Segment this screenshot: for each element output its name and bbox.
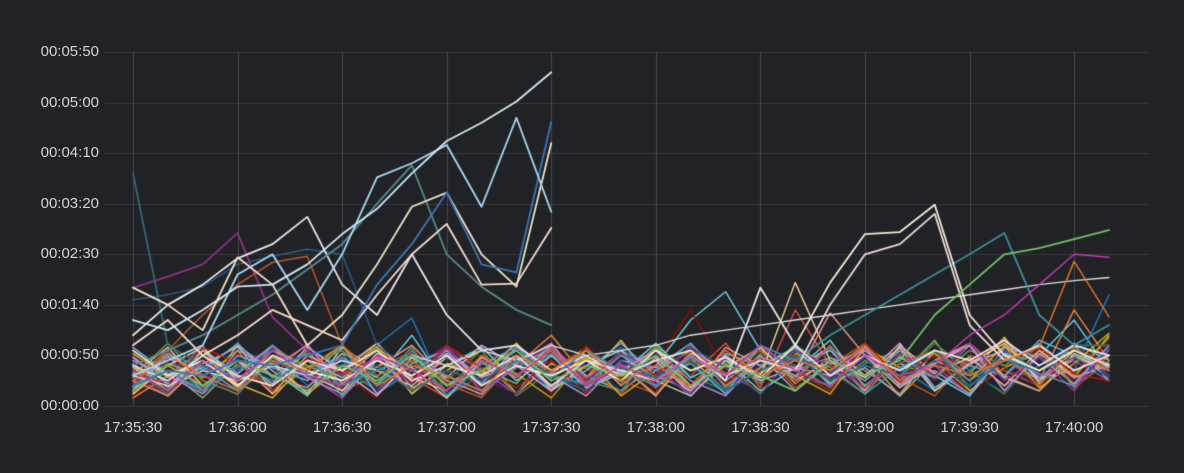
x-tick-label: 17:40:00 <box>1044 419 1104 436</box>
x-tick-label: 17:37:30 <box>522 419 581 436</box>
y-tick-label: 00:04:10 <box>40 144 99 162</box>
y-tick-label: 00:03:20 <box>40 194 99 212</box>
x-tick-label: 17:39:00 <box>835 419 895 436</box>
y-tick-label: 00:01:40 <box>40 295 99 313</box>
y-tick-label: 00:00:50 <box>40 346 99 364</box>
x-tick-label: 17:39:30 <box>940 419 999 436</box>
x-tick-label: 17:38:00 <box>626 419 686 436</box>
y-tick-label: 00:05:00 <box>40 93 99 111</box>
x-tick-label: 17:36:30 <box>312 419 372 436</box>
x-tick-label: 17:37:00 <box>417 419 476 436</box>
y-tick-label: 00:00:00 <box>40 397 99 414</box>
y-tick-label: 00:02:30 <box>40 245 99 263</box>
x-tick-label: 17:38:30 <box>731 419 790 436</box>
x-tick-label: 17:35:30 <box>103 419 163 436</box>
y-tick-label: 00:05:50 <box>40 43 99 60</box>
x-tick-label: 17:36:00 <box>208 419 267 436</box>
